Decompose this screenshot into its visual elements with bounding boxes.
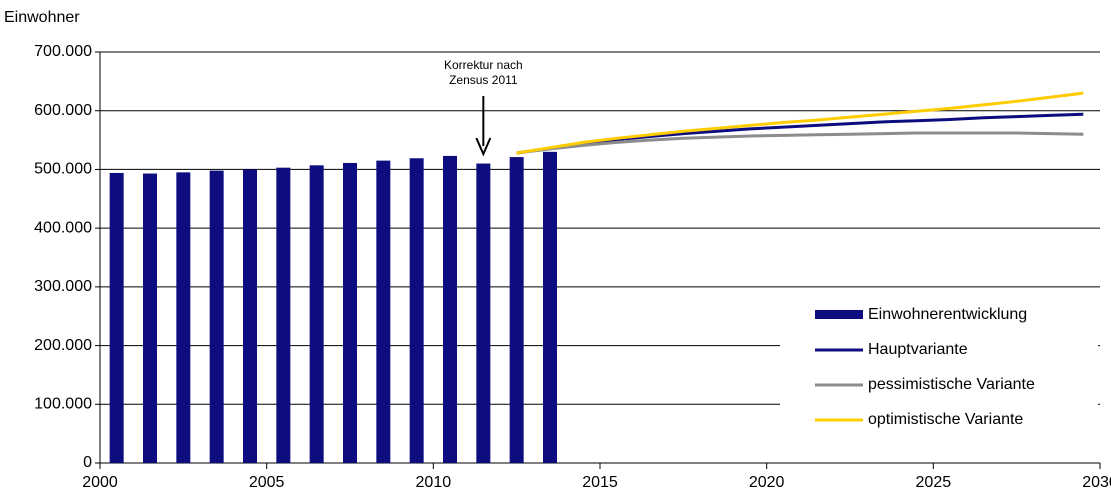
annotation: Zensus 2011 <box>449 73 518 87</box>
x-tick-label: 2015 <box>582 474 618 491</box>
legend-label: pessimistische Variante <box>868 376 1035 393</box>
bar <box>476 163 491 464</box>
y-tick-label: 400.000 <box>34 219 92 236</box>
bar <box>109 172 124 464</box>
y-tick-label: 600.000 <box>34 102 92 119</box>
bar <box>509 157 524 463</box>
x-tick-label: 2005 <box>249 474 285 491</box>
x-tick-label: 2030 <box>1082 474 1111 491</box>
bar <box>309 165 324 463</box>
y-tick-label: 700.000 <box>34 43 92 60</box>
annotation-arrowhead <box>475 137 492 157</box>
bar <box>443 155 457 463</box>
bar <box>409 158 424 463</box>
y-tick-label: 100.000 <box>34 396 92 413</box>
annotation: Korrektur nach <box>444 58 523 72</box>
bar <box>176 172 191 463</box>
y-tick-label: 500.000 <box>34 161 92 178</box>
line-series <box>516 131 1084 155</box>
legend-label: Einwohnerentwicklung <box>868 306 1027 323</box>
bar <box>343 162 357 463</box>
y-tick-label: 300.000 <box>34 278 92 295</box>
bar <box>376 160 391 463</box>
x-tick-label: 2010 <box>416 474 452 491</box>
y-axis-label: Einwohner <box>4 9 80 26</box>
bar <box>543 151 557 464</box>
bar <box>143 173 157 463</box>
x-tick-label: 2000 <box>82 474 118 491</box>
x-tick-label: 2020 <box>749 474 785 491</box>
bar <box>243 169 257 463</box>
bar <box>276 167 291 463</box>
y-tick-label: 0 <box>83 454 92 471</box>
legend-swatch <box>815 310 863 319</box>
line-series <box>516 91 1084 155</box>
legend-label: Hauptvariante <box>868 341 968 358</box>
legend-label: optimistische Variante <box>868 411 1023 428</box>
bar <box>209 170 224 464</box>
y-tick-label: 200.000 <box>34 337 92 354</box>
x-tick-label: 2025 <box>916 474 952 491</box>
